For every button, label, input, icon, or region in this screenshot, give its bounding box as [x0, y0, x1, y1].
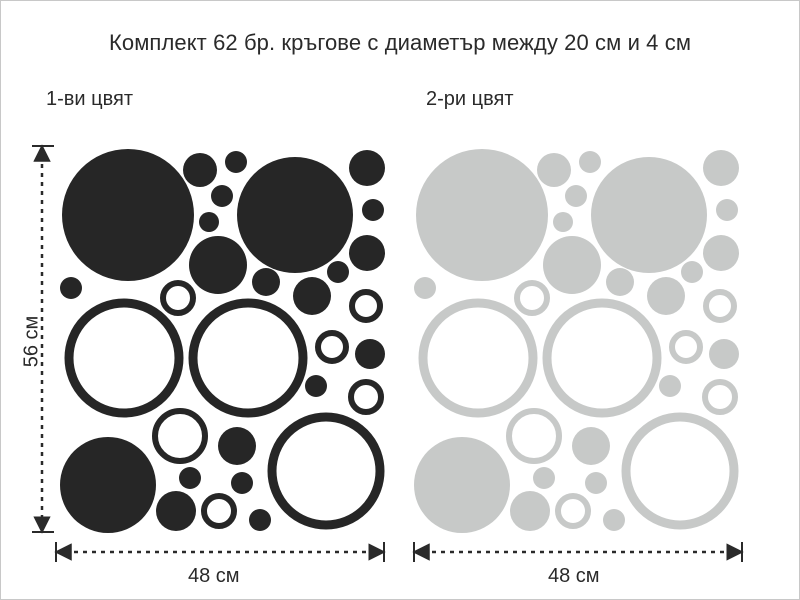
product-title: Комплект 62 бр. кръгове с диаметър между… [108, 30, 692, 55]
width-dimension-arrow-2 [412, 542, 744, 562]
circle-decal-color-2-disc [709, 339, 739, 369]
circle-decal-color-1-disc [231, 472, 253, 494]
circle-decal-color-1-ring [160, 280, 196, 316]
circle-decal-color-1-disc [156, 491, 196, 531]
circle-decal-color-1-ring [349, 289, 383, 323]
circle-decal-color-1-ring [64, 298, 184, 418]
circle-decal-color-2-ring [669, 330, 703, 364]
circle-decal-color-1-disc [362, 199, 384, 221]
circle-decal-color-2-disc [572, 427, 610, 465]
height-dimension-arrow [32, 144, 54, 534]
circle-decal-color-1-disc [225, 151, 247, 173]
circle-decal-color-2-ring [542, 298, 662, 418]
width-label-1: 48 см [188, 565, 240, 587]
circle-decal-color-1-ring [315, 330, 349, 364]
width-dimension-arrow-1 [54, 542, 386, 562]
circle-decal-color-2-disc [647, 277, 685, 315]
circle-decal-color-1-disc [327, 261, 349, 283]
circle-decal-color-2-disc [606, 268, 634, 296]
circle-decal-color-1-disc [252, 268, 280, 296]
circle-decal-color-1-disc [349, 235, 385, 271]
circle-decal-color-2-disc [553, 212, 573, 232]
circle-decal-color-1-disc [183, 153, 217, 187]
variant-label-1: 1-ви цвят [46, 88, 133, 110]
circle-decal-color-2-disc [416, 149, 548, 281]
circle-decal-color-2-disc [533, 467, 555, 489]
circle-decal-color-2-ring [506, 408, 562, 464]
circle-decal-color-2-ring [702, 379, 738, 415]
circle-decal-color-2-disc [510, 491, 550, 531]
circle-decal-color-2-disc [703, 150, 739, 186]
circle-decal-color-2-disc [681, 261, 703, 283]
circle-decal-color-1-disc [355, 339, 385, 369]
circle-decal-color-2-disc [414, 277, 436, 299]
circle-decal-color-2-disc [414, 437, 510, 533]
circle-decal-color-1-ring [152, 408, 208, 464]
circle-decal-color-1-disc [179, 467, 201, 489]
circle-decal-color-1-disc [60, 437, 156, 533]
circle-decal-color-2-disc [565, 185, 587, 207]
circle-decal-color-2-disc [703, 235, 739, 271]
circle-decal-color-1-disc [211, 185, 233, 207]
circle-decal-color-1-disc [293, 277, 331, 315]
circle-decal-color-1-ring [201, 493, 237, 529]
height-label: 56 см [20, 315, 43, 368]
circle-set-color-2 [414, 149, 739, 533]
circle-decal-color-1-disc [249, 509, 271, 531]
circle-decal-color-2-disc [537, 153, 571, 187]
circle-decal-color-1-disc [199, 212, 219, 232]
circle-decal-color-2-disc [659, 375, 681, 397]
circle-decal-color-2-disc [543, 236, 601, 294]
circle-decal-color-2-disc [585, 472, 607, 494]
circle-decal-color-2-disc [591, 157, 707, 273]
circle-decal-color-1-disc [305, 375, 327, 397]
circle-decal-color-1-ring [267, 412, 385, 530]
circle-decal-color-1-disc [349, 150, 385, 186]
variant-label-2: 2-ри цвят [426, 88, 514, 110]
circle-decal-color-1-disc [189, 236, 247, 294]
circle-decal-color-2-ring [418, 298, 538, 418]
circle-decal-color-2-disc [579, 151, 601, 173]
circle-decal-color-1-disc [62, 149, 194, 281]
circle-decal-color-2-ring [514, 280, 550, 316]
circle-decal-color-1-ring [348, 379, 384, 415]
circle-decal-color-2-ring [555, 493, 591, 529]
circle-decal-color-1-disc [60, 277, 82, 299]
circle-set-color-1 [60, 149, 385, 533]
circle-decal-color-1-disc [237, 157, 353, 273]
circle-decal-color-2-ring [621, 412, 739, 530]
width-label-2: 48 см [548, 565, 600, 587]
circle-decal-color-2-ring [703, 289, 737, 323]
circle-decal-color-2-disc [716, 199, 738, 221]
circle-decal-color-1-ring [188, 298, 308, 418]
circle-decal-color-1-disc [218, 427, 256, 465]
circle-decal-color-2-disc [603, 509, 625, 531]
